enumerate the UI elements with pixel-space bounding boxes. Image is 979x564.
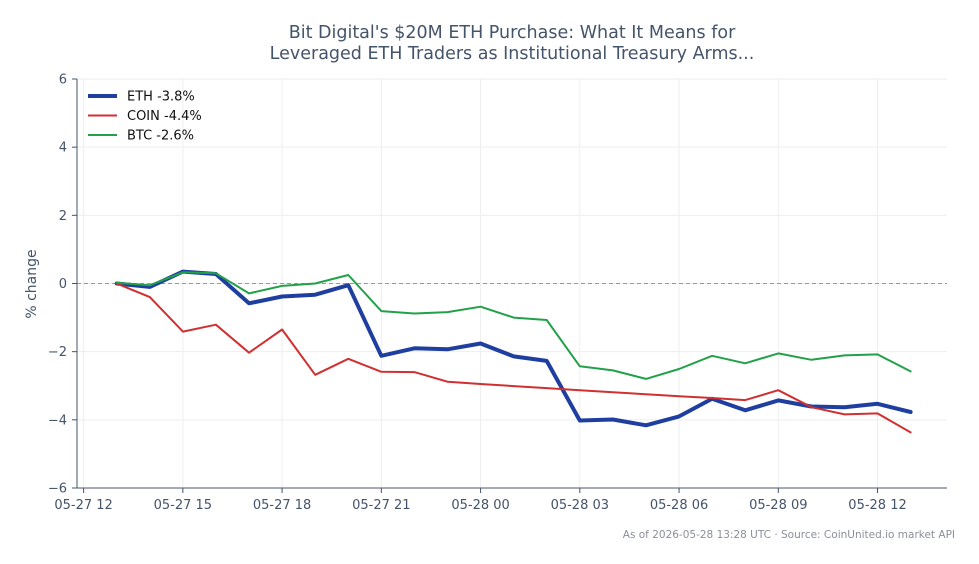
x-tick-label-8: 05-28 12 (848, 498, 906, 513)
x-tick-label-4: 05-28 00 (451, 498, 509, 513)
series-line-0 (114, 269, 913, 428)
series-line-2 (115, 271, 912, 380)
y-tick-label-6: 6 (59, 73, 67, 88)
legend-label-1: COIN -4.4% (127, 109, 202, 124)
y-tick-label-4: 2 (59, 209, 67, 224)
x-tick-label-0: 05-27 12 (54, 498, 112, 513)
legend-label-0: ETH -3.8% (127, 90, 195, 105)
series-line-1 (115, 282, 912, 434)
y-axis-ticks: −6 −4 −2 0 2 4 6 (48, 73, 77, 497)
legend-label-2: BTC -2.6% (127, 129, 194, 144)
legend: ETH -3.8% COIN -4.4% BTC -2.6% (88, 90, 202, 144)
y-tick-label-0: −6 (48, 482, 67, 497)
series-lines (114, 269, 913, 434)
x-tick-label-7: 05-28 09 (749, 498, 807, 513)
footer-source-note: As of 2026-05-28 13:28 UTC · Source: Coi… (623, 529, 955, 541)
y-tick-label-2: −2 (48, 345, 67, 360)
x-tick-label-6: 05-28 06 (650, 498, 708, 513)
y-tick-label-3: 0 (59, 277, 67, 292)
chart-title-line-1: Bit Digital's $20M ETH Purchase: What It… (289, 23, 736, 43)
y-axis-label: % change (24, 249, 40, 318)
x-tick-label-5: 05-28 03 (551, 498, 609, 513)
x-axis-ticks: 05-27 12 05-27 15 05-27 18 05-27 21 05-28 00… (54, 488, 907, 513)
x-tick-label-3: 05-27 21 (352, 498, 410, 513)
y-tick-label-1: −4 (48, 413, 67, 428)
x-tick-label-1: 05-27 15 (154, 498, 212, 513)
x-tick-label-2: 05-27 18 (253, 498, 311, 513)
chart-title-line-2: Leveraged ETH Traders as Institutional T… (270, 44, 755, 64)
y-tick-label-5: 4 (59, 141, 67, 156)
